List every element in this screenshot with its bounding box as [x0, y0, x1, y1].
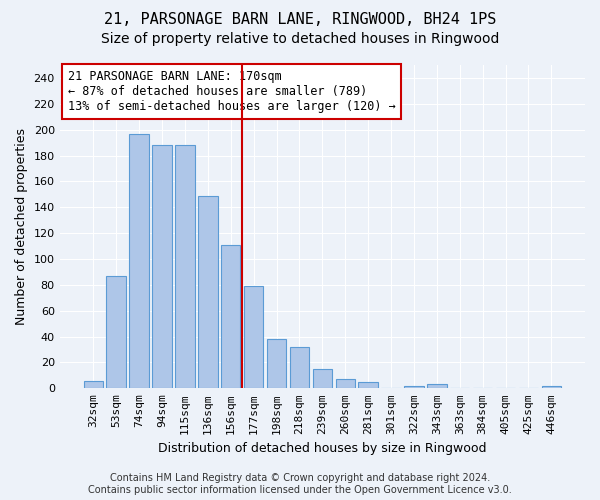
Bar	[244, 286, 263, 388]
Bar	[83, 380, 103, 388]
Bar	[427, 384, 446, 388]
Bar	[404, 386, 424, 388]
Text: 21 PARSONAGE BARN LANE: 170sqm
← 87% of detached houses are smaller (789)
13% of: 21 PARSONAGE BARN LANE: 170sqm ← 87% of …	[68, 70, 395, 113]
Bar	[267, 339, 286, 388]
Text: 21, PARSONAGE BARN LANE, RINGWOOD, BH24 1PS: 21, PARSONAGE BARN LANE, RINGWOOD, BH24 …	[104, 12, 496, 28]
Y-axis label: Number of detached properties: Number of detached properties	[15, 128, 28, 325]
Bar	[335, 380, 355, 388]
Text: Contains HM Land Registry data © Crown copyright and database right 2024.
Contai: Contains HM Land Registry data © Crown c…	[88, 474, 512, 495]
X-axis label: Distribution of detached houses by size in Ringwood: Distribution of detached houses by size …	[158, 442, 487, 455]
Bar	[198, 196, 218, 388]
Bar	[175, 145, 194, 388]
Bar	[290, 347, 309, 389]
Bar	[358, 382, 378, 388]
Bar	[130, 134, 149, 388]
Bar	[542, 386, 561, 388]
Bar	[106, 276, 126, 388]
Text: Size of property relative to detached houses in Ringwood: Size of property relative to detached ho…	[101, 32, 499, 46]
Bar	[152, 145, 172, 388]
Bar	[221, 245, 241, 388]
Bar	[313, 369, 332, 388]
